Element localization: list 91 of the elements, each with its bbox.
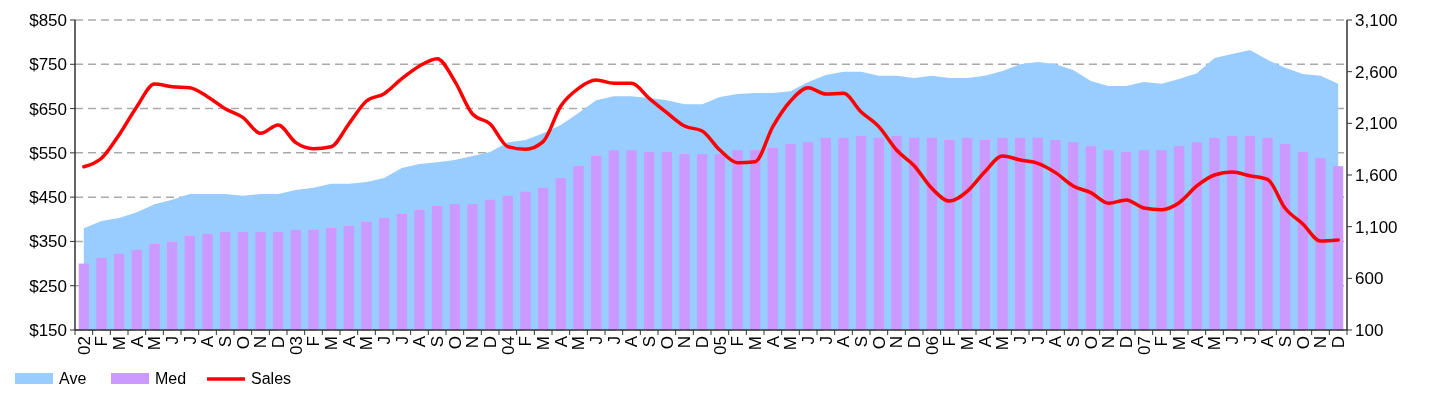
x-tick-label: J bbox=[799, 336, 819, 345]
x-tick-label: M bbox=[958, 336, 978, 351]
x-tick-label: M bbox=[746, 336, 766, 351]
x-tick-label: O bbox=[445, 336, 465, 350]
x-tick-label: J bbox=[1028, 336, 1048, 345]
x-tick-label: J bbox=[392, 336, 412, 345]
x-tick-label: S bbox=[852, 336, 872, 348]
x-tick-label: A bbox=[834, 335, 854, 348]
x-tick-label: D bbox=[269, 336, 289, 349]
y-tick-label: $650 bbox=[29, 99, 67, 119]
x-tick-label: A bbox=[127, 335, 147, 348]
x-tick-label: 03 bbox=[286, 336, 306, 355]
x-tick-label: A bbox=[410, 335, 430, 348]
x-tick-label: S bbox=[216, 336, 236, 348]
x-tick-label: A bbox=[975, 335, 995, 348]
x-tick-label: F bbox=[304, 336, 324, 347]
x-tick-label: N bbox=[1311, 336, 1331, 349]
x-tick-label: J bbox=[1240, 336, 1260, 345]
legend-label: Sales bbox=[251, 370, 292, 387]
x-tick-label: F bbox=[516, 336, 536, 347]
x-tick-label: A bbox=[551, 335, 571, 348]
x-tick-label: N bbox=[675, 336, 695, 349]
x-tick-label: A bbox=[763, 335, 783, 348]
x-tick-label: J bbox=[1011, 336, 1031, 345]
x-tick-label: J bbox=[587, 336, 607, 345]
legend-label: Ave bbox=[59, 370, 87, 387]
x-tick-label: S bbox=[1276, 336, 1296, 348]
x-tick-label: M bbox=[781, 336, 801, 351]
x-tick-label: J bbox=[816, 336, 836, 345]
x-tick-label: S bbox=[1064, 336, 1084, 348]
x-tick-label: N bbox=[251, 336, 271, 349]
x-tick-label: A bbox=[1046, 335, 1066, 348]
x-tick-label: J bbox=[180, 336, 200, 345]
x-tick-label: J bbox=[375, 336, 395, 345]
x-tick-label: D bbox=[1329, 336, 1349, 349]
y-tick-label: $450 bbox=[29, 188, 67, 208]
x-tick-label: S bbox=[640, 336, 660, 348]
x-tick-label: D bbox=[481, 336, 501, 349]
x-tick-label: O bbox=[657, 336, 677, 350]
x-tick-label: 07 bbox=[1134, 336, 1154, 355]
x-tick-label: M bbox=[145, 336, 165, 351]
y-tick-label: $350 bbox=[29, 232, 67, 252]
x-tick-label: 04 bbox=[498, 336, 518, 355]
x-tick-label: A bbox=[1187, 335, 1207, 348]
y-tick-label: $250 bbox=[29, 276, 67, 296]
x-tick-label: M bbox=[1170, 336, 1190, 351]
x-tick-label: M bbox=[569, 336, 589, 351]
x-tick-label: M bbox=[322, 336, 342, 351]
y2-tick-label: 100 bbox=[1355, 320, 1384, 340]
legend-label: Med bbox=[155, 370, 187, 387]
y2-tick-label: 2,600 bbox=[1355, 62, 1398, 82]
y2-tick-label: 2,100 bbox=[1355, 114, 1398, 134]
x-tick-label: D bbox=[693, 336, 713, 349]
x-tick-label: F bbox=[940, 336, 960, 347]
x-tick-label: A bbox=[622, 335, 642, 348]
x-tick-label: A bbox=[339, 335, 359, 348]
x-tick-label: F bbox=[1152, 336, 1172, 347]
x-tick-label: D bbox=[905, 336, 925, 349]
x-tick-label: 05 bbox=[710, 336, 730, 355]
x-tick-label: M bbox=[993, 336, 1013, 351]
y2-tick-label: 3,100 bbox=[1355, 10, 1398, 30]
x-tick-label: N bbox=[1099, 336, 1119, 349]
x-tick-label: A bbox=[198, 335, 218, 348]
x-tick-label: 02 bbox=[74, 336, 94, 355]
y2-tick-label: 1,600 bbox=[1355, 165, 1398, 185]
y-tick-label: $850 bbox=[29, 10, 67, 30]
x-tick-label: O bbox=[869, 336, 889, 350]
x-tick-label: O bbox=[1081, 336, 1101, 350]
y-tick-label: $750 bbox=[29, 55, 67, 75]
x-tick-label: O bbox=[1293, 336, 1313, 350]
x-tick-label: M bbox=[1205, 336, 1225, 351]
x-tick-label: F bbox=[728, 336, 748, 347]
x-tick-label: A bbox=[1258, 335, 1278, 348]
x-tick-label: F bbox=[92, 336, 112, 347]
y-tick-label: $550 bbox=[29, 143, 67, 163]
x-tick-label: 06 bbox=[922, 336, 942, 355]
x-tick-label: M bbox=[110, 336, 130, 351]
y-tick-label: $150 bbox=[29, 320, 67, 340]
x-tick-label: J bbox=[1223, 336, 1243, 345]
x-tick-label: S bbox=[428, 336, 448, 348]
line-series bbox=[82, 56, 1340, 243]
x-tick-label: N bbox=[463, 336, 483, 349]
y2-tick-label: 1,100 bbox=[1355, 217, 1398, 237]
x-tick-label: D bbox=[1117, 336, 1137, 349]
x-tick-label: O bbox=[233, 336, 253, 350]
x-tick-label: M bbox=[357, 336, 377, 351]
x-tick-label: J bbox=[163, 336, 183, 345]
x-tick-label: M bbox=[534, 336, 554, 351]
x-tick-label: J bbox=[604, 336, 624, 345]
y2-tick-label: 600 bbox=[1355, 269, 1384, 289]
x-tick-label: N bbox=[887, 336, 907, 349]
